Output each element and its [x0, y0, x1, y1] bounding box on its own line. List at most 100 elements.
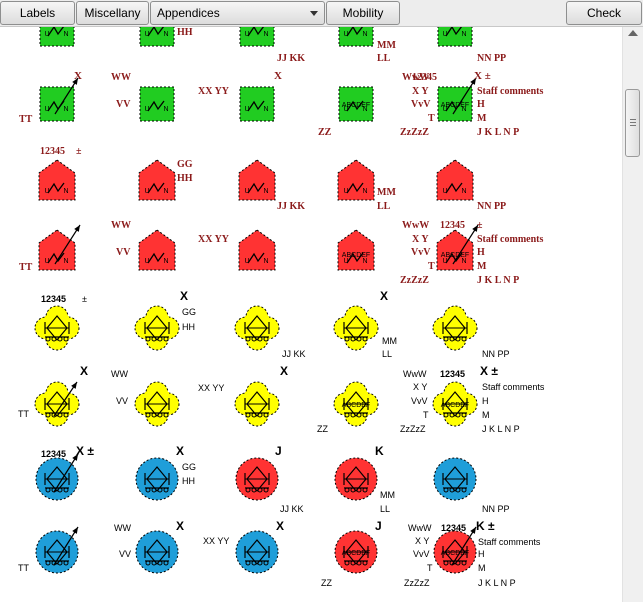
symbol-label: XX YY	[203, 536, 229, 546]
unit-letter-n: N	[263, 188, 268, 195]
symbol-label: WW	[111, 72, 131, 83]
red-pentagon-frame	[337, 229, 375, 271]
unit-letter-u: U	[144, 188, 149, 195]
neutral-unit-symbol	[235, 530, 279, 574]
red-pentagon-frame	[38, 229, 76, 271]
symbol-label: X Y	[412, 86, 429, 97]
symbol-label: TT	[19, 262, 33, 273]
labels-button[interactable]: Labels	[0, 1, 75, 25]
unit-letter-u: U	[44, 31, 49, 38]
scrollbar-thumb[interactable]	[625, 89, 640, 157]
symbol-label: H	[477, 99, 485, 110]
wheel-icon	[57, 336, 63, 342]
wheel-icon	[151, 336, 157, 342]
unit-letter-u: U	[343, 258, 348, 265]
symbol-label: 12345	[41, 449, 66, 459]
mobility-button-label: Mobility	[342, 6, 384, 20]
toolbar: Labels Miscellany Appendices Mobility Ch…	[0, 0, 643, 27]
symbol-label: NN PP	[477, 53, 506, 64]
neutral-unit-symbol: ABCDEF	[433, 526, 477, 574]
wheel-icon	[455, 412, 461, 418]
unit-zigzag-icon	[147, 100, 165, 112]
symbol-label: J K L N P	[477, 275, 519, 286]
unit-letter-u: U	[343, 188, 348, 195]
symbol-label: M	[477, 261, 487, 272]
wheel-icon	[45, 412, 51, 418]
wheel-icon	[251, 487, 257, 493]
symbol-label: MM	[377, 187, 396, 198]
equipment-icon	[444, 315, 466, 341]
wheel-icon	[461, 412, 467, 418]
vertical-scrollbar[interactable]	[622, 27, 643, 602]
unit-zigzag-icon	[346, 100, 364, 112]
wheel-icon	[163, 560, 169, 566]
green-square-frame	[139, 27, 175, 47]
unit-letter-n: N	[263, 258, 268, 265]
scroll-up-arrow-icon[interactable]	[628, 30, 638, 36]
appendices-select[interactable]: Appendices	[150, 1, 325, 25]
wheel-icon	[461, 487, 467, 493]
green-square-frame	[139, 86, 175, 122]
wheel-icon	[257, 560, 263, 566]
symbol-label: X	[176, 444, 184, 458]
unit-letter-n: N	[461, 31, 466, 38]
symbol-label: M	[477, 113, 487, 124]
symbol-label: ZZ	[317, 424, 328, 434]
unit-letter-u: U	[44, 106, 49, 113]
equipment-icon	[146, 315, 168, 341]
wheel-icon	[455, 487, 461, 493]
appendices-select-value: Appendices	[157, 6, 220, 20]
unit-letter-n: N	[362, 31, 367, 38]
wheel-icon	[257, 412, 263, 418]
unit-letter-n: N	[263, 31, 268, 38]
wheel-icon	[57, 412, 63, 418]
symbol-label: XX YY	[198, 86, 230, 97]
neutral-unit-symbol: ABCDEF	[334, 530, 378, 574]
symbol-label: JJ KK	[277, 201, 305, 212]
arrow-head-icon	[472, 225, 478, 232]
wheel-icon	[57, 487, 63, 493]
symbol-label: HH	[182, 322, 195, 332]
direction-arrow	[54, 224, 81, 265]
symbol-label: K	[375, 444, 384, 458]
overlay-text: ABCDEF	[441, 550, 469, 557]
symbol-label: X	[180, 289, 188, 303]
symbol-label: WwW	[402, 220, 429, 231]
wheel-icon	[151, 412, 157, 418]
mobility-button[interactable]: Mobility	[326, 1, 400, 25]
wheel-icon	[350, 412, 356, 418]
symbol-label: M	[482, 410, 490, 420]
wheel-icon	[257, 487, 263, 493]
wheel-icon	[245, 336, 251, 342]
wheel-icon	[145, 560, 151, 566]
wheel-icon	[443, 336, 449, 342]
green-square-frame	[39, 86, 75, 122]
symbol-label: J K L N P	[478, 578, 516, 588]
symbol-label: Staff comments	[482, 382, 545, 392]
symbol-label: LL	[377, 53, 391, 64]
symbol-canvas[interactable]: U N U N U N U N U N HH JJ KK MM LL NN PP U N U N U N U N ABCDEF…	[0, 27, 622, 602]
unit-letter-n: N	[461, 258, 466, 265]
unit-letter-u: U	[44, 188, 49, 195]
symbol-label: ZzZzZ	[404, 578, 430, 588]
unit-letter-n: N	[63, 258, 68, 265]
check-button[interactable]: Check	[566, 1, 642, 25]
symbol-label: J K L N P	[482, 424, 520, 434]
overlay-text: ABCDEF	[441, 102, 469, 109]
equipment-icon	[46, 391, 68, 417]
miscellany-button[interactable]: Miscellany	[76, 1, 149, 25]
equipment-icon	[46, 466, 68, 492]
wheel-icon	[251, 412, 257, 418]
direction-arrow	[451, 526, 477, 566]
unit-letter-n: N	[163, 31, 168, 38]
red-pentagon-frame	[38, 159, 76, 201]
unit-zigzag-icon	[445, 27, 463, 37]
equipment-icon	[146, 466, 168, 492]
symbol-label: X	[176, 519, 184, 533]
unit-zigzag-icon	[47, 182, 65, 194]
